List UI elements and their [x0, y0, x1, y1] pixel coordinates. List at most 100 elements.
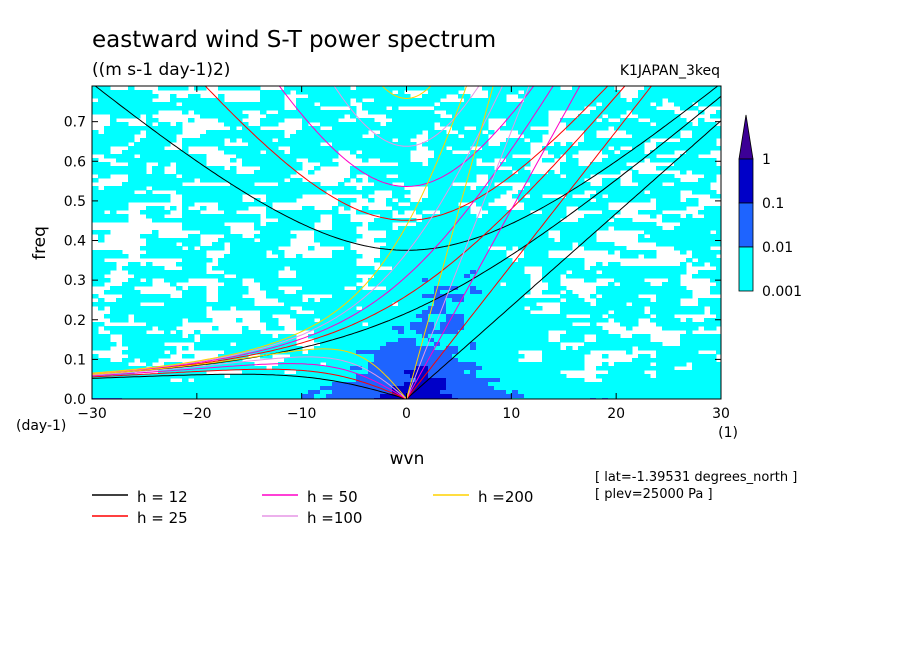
power-cell — [260, 338, 267, 343]
power-cell — [104, 162, 111, 167]
power-cell — [134, 178, 141, 183]
power-cell — [440, 146, 447, 151]
power-cell — [134, 278, 141, 283]
power-cell — [320, 238, 327, 243]
power-cell — [242, 338, 249, 343]
power-cell — [194, 190, 201, 195]
power-cell — [446, 214, 453, 219]
power-cell — [482, 330, 489, 335]
power-cell — [254, 306, 261, 311]
power-cell — [542, 238, 549, 243]
power-cell — [596, 86, 603, 91]
power-cell — [242, 342, 249, 347]
power-cell — [476, 346, 483, 351]
power-cell — [260, 318, 267, 323]
power-cell — [266, 194, 273, 199]
power-cell — [194, 166, 201, 171]
power-cell — [446, 134, 453, 139]
power-cell — [122, 202, 129, 207]
power-cell — [380, 130, 387, 135]
power-cell — [500, 210, 507, 215]
power-cell — [614, 126, 621, 131]
power-cell — [200, 154, 207, 159]
power-cell — [674, 234, 681, 239]
power-cell — [164, 86, 171, 91]
power-cell — [248, 138, 255, 143]
power-cell — [566, 310, 573, 315]
power-cell — [452, 146, 459, 151]
power-cell — [518, 114, 525, 119]
power-cell — [230, 146, 237, 151]
power-cell — [278, 138, 285, 143]
power-cell — [254, 154, 261, 159]
power-cell — [440, 162, 447, 167]
power-cell — [350, 122, 357, 127]
power-cell — [92, 258, 99, 263]
power-cell — [458, 314, 465, 319]
power-cell — [488, 214, 495, 219]
power-cell — [428, 214, 435, 219]
power-cell — [380, 134, 387, 139]
power-cell — [236, 154, 243, 159]
power-cell — [152, 246, 159, 251]
power-cell — [200, 338, 207, 343]
power-cell — [452, 174, 459, 179]
power-cell — [566, 266, 573, 271]
power-cell — [578, 146, 585, 151]
power-cell — [92, 274, 99, 279]
power-cell — [194, 210, 201, 215]
power-cell — [452, 118, 459, 123]
power-cell — [302, 130, 309, 135]
power-cell — [290, 338, 297, 343]
power-cell — [284, 234, 291, 239]
power-cell — [128, 270, 135, 275]
power-cell — [230, 238, 237, 243]
power-cell — [314, 142, 321, 147]
power-cell — [320, 298, 327, 303]
power-cell — [212, 338, 219, 343]
power-cell — [92, 150, 99, 155]
power-cell — [110, 170, 117, 175]
power-cell — [698, 346, 705, 351]
power-cell — [350, 342, 357, 347]
power-cell — [266, 138, 273, 143]
power-cell — [638, 282, 645, 287]
power-cell — [392, 86, 399, 91]
power-cell — [572, 102, 579, 107]
power-cell — [176, 318, 183, 323]
power-cell — [338, 278, 345, 283]
power-cell — [272, 290, 279, 295]
power-cell — [236, 130, 243, 135]
power-cell — [692, 170, 699, 175]
power-cell — [326, 130, 333, 135]
power-cell — [266, 350, 273, 355]
power-cell — [566, 198, 573, 203]
power-cell — [506, 282, 513, 287]
power-cell — [200, 134, 207, 139]
power-cell — [608, 314, 615, 319]
power-cell — [506, 330, 513, 335]
power-cell — [398, 154, 405, 159]
power-cell — [518, 294, 525, 299]
power-cell — [410, 266, 417, 271]
power-cell — [260, 258, 267, 263]
power-cell — [434, 346, 441, 351]
power-cell — [278, 174, 285, 179]
power-cell — [188, 162, 195, 167]
power-cell — [248, 302, 255, 307]
power-cell — [356, 154, 363, 159]
power-cell — [266, 246, 273, 251]
power-cell — [470, 254, 477, 259]
power-cell — [380, 154, 387, 159]
power-cell — [344, 274, 351, 279]
power-cell — [554, 202, 561, 207]
power-cell — [224, 278, 231, 283]
power-cell — [704, 214, 711, 219]
power-cell — [560, 198, 567, 203]
power-cell — [92, 254, 99, 259]
power-cell — [560, 102, 567, 107]
power-cell — [110, 154, 117, 159]
power-cell — [422, 254, 429, 259]
power-cell — [146, 174, 153, 179]
power-cell — [392, 170, 399, 175]
